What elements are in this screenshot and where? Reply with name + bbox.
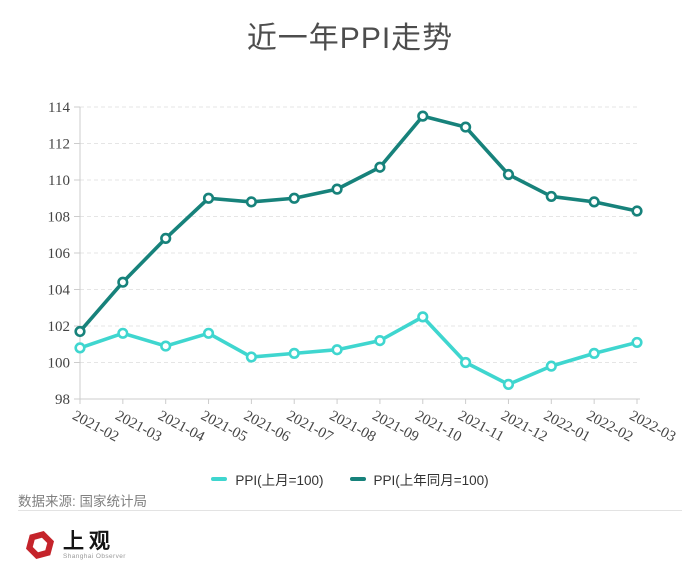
data-point[interactable] xyxy=(117,327,129,339)
x-axis-label: 2021-05 xyxy=(198,408,250,446)
x-axis-label: 2021-03 xyxy=(112,408,164,446)
data-point[interactable] xyxy=(245,196,257,208)
x-axis-label: 2022-01 xyxy=(541,408,593,446)
data-point[interactable] xyxy=(331,183,343,195)
data-point[interactable] xyxy=(545,360,557,372)
data-source-label: 数据来源: 国家统计局 xyxy=(18,494,148,509)
data-point[interactable] xyxy=(374,161,386,173)
hexagon-logo-icon xyxy=(26,531,54,559)
y-axis-label: 100 xyxy=(48,356,71,372)
data-point[interactable] xyxy=(588,196,600,208)
y-axis-label: 108 xyxy=(48,210,71,226)
y-axis-label: 114 xyxy=(48,100,70,116)
x-axis-label: 2021-07 xyxy=(284,408,336,446)
data-point[interactable] xyxy=(631,336,643,349)
line-series-marker-icon xyxy=(211,477,228,481)
legend-label-ppi-yoy: PPI(上年同月=100) xyxy=(373,473,489,488)
data-point[interactable] xyxy=(631,205,643,217)
legend-item-ppi-mom[interactable]: PPI(上月=100) xyxy=(211,469,324,489)
legend-item-ppi-yoy[interactable]: PPI(上年同月=100) xyxy=(349,469,489,489)
data-point[interactable] xyxy=(417,311,429,323)
logo-text: 上观 Shanghai Observer xyxy=(63,528,126,560)
y-axis-label: 104 xyxy=(48,283,71,299)
x-axis-label: 2021-09 xyxy=(370,408,422,446)
series-line xyxy=(78,315,639,387)
shanghai-observer-logo: 上观 Shanghai Observer xyxy=(24,529,126,561)
x-axis-label: 2022-02 xyxy=(584,408,636,446)
logo-title: 上观 xyxy=(63,528,115,553)
y-axis-label: 110 xyxy=(48,173,70,189)
data-point[interactable] xyxy=(202,192,215,204)
legend-label-ppi-mom: PPI(上月=100) xyxy=(235,473,324,488)
data-point[interactable] xyxy=(460,121,472,133)
x-axis-label: 2021-08 xyxy=(327,408,379,446)
ppi-line-chart: 98 100 102 104 106 108 110 112 114 2021-022021-03… xyxy=(48,100,679,446)
x-axis-label: 2021-12 xyxy=(498,408,550,446)
y-axis-label: 112 xyxy=(48,137,70,153)
data-point[interactable] xyxy=(74,325,86,338)
data-point[interactable] xyxy=(331,344,343,356)
x-axis-label: 2022-03 xyxy=(627,408,679,446)
x-axis-label: 2021-02 xyxy=(70,408,122,446)
logo-subtitle: Shanghai Observer xyxy=(63,552,126,560)
data-point[interactable] xyxy=(160,340,172,352)
data-point[interactable] xyxy=(374,335,386,347)
data-point[interactable] xyxy=(245,351,257,363)
line-series-marker-icon xyxy=(349,477,366,481)
data-point[interactable] xyxy=(588,347,600,359)
data-point[interactable] xyxy=(74,342,86,354)
series-line xyxy=(78,114,639,334)
x-axis-label: 2021-06 xyxy=(241,408,293,446)
data-point[interactable] xyxy=(502,168,515,181)
x-axis-label: 2021-10 xyxy=(412,408,464,446)
data-point[interactable] xyxy=(502,378,515,391)
chart-title: 近一年PPI走势 xyxy=(246,22,454,55)
x-axis-label: 2021-04 xyxy=(155,408,207,446)
y-axis-label: 106 xyxy=(48,246,71,262)
data-point[interactable] xyxy=(417,110,429,122)
x-axis-label: 2021-11 xyxy=(455,408,506,445)
y-axis-label: 98 xyxy=(55,392,70,408)
footer-divider xyxy=(18,510,682,511)
data-point[interactable] xyxy=(545,190,557,203)
data-point[interactable] xyxy=(117,276,129,288)
data-point[interactable] xyxy=(288,192,300,204)
data-point[interactable] xyxy=(202,327,215,339)
chart-legend: PPI(上月=100) PPI(上年同月=100) xyxy=(0,468,700,490)
y-axis-label: 102 xyxy=(48,319,71,335)
data-point[interactable] xyxy=(288,347,300,359)
data-point[interactable] xyxy=(460,356,472,369)
data-point[interactable] xyxy=(160,232,172,244)
